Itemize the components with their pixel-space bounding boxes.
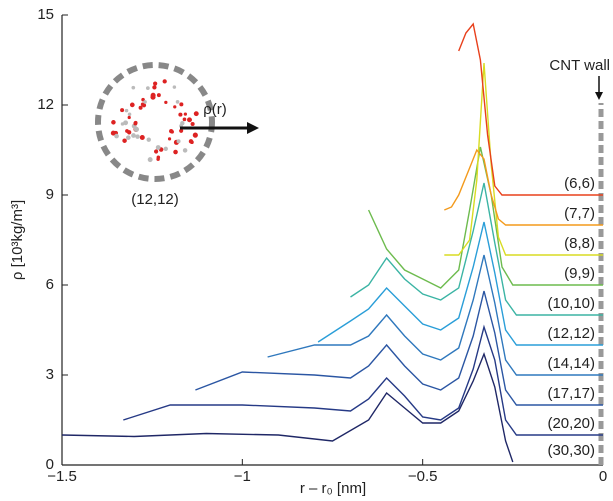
molecule <box>133 121 138 126</box>
molecule <box>138 105 143 110</box>
molecule <box>153 81 158 86</box>
molecule <box>127 130 132 135</box>
inset-label: ρ(r) <box>203 101 227 118</box>
molecule <box>190 121 195 127</box>
x-tick-label: −0.5 <box>408 468 438 485</box>
x-tick-label: 0 <box>599 468 607 485</box>
molecule <box>190 140 194 145</box>
series-line <box>317 221 603 346</box>
molecule <box>126 135 131 140</box>
molecule <box>182 117 187 122</box>
molecule <box>123 120 129 126</box>
molecule <box>140 102 145 107</box>
y-tick-label: 3 <box>46 366 54 383</box>
wall-label: CNT wall <box>549 57 610 74</box>
series-label: (9,9) <box>564 265 595 282</box>
series-label: (6,6) <box>564 175 595 192</box>
molecule <box>162 79 167 84</box>
series-label: (8,8) <box>564 235 595 252</box>
series-line <box>367 146 603 289</box>
molecule <box>146 137 151 142</box>
molecule <box>131 133 136 138</box>
series-label: (14,14) <box>547 355 595 372</box>
molecule <box>180 121 185 126</box>
y-tick-label: 9 <box>46 186 54 203</box>
molecule <box>156 93 161 98</box>
molecule <box>127 115 131 120</box>
inset-caption: (12,12) <box>131 191 179 208</box>
series-line <box>458 22 603 196</box>
molecule <box>133 126 140 132</box>
molecule <box>173 105 177 109</box>
y-axis-label: ρ [10³kg/m³] <box>9 200 26 280</box>
molecule <box>172 85 177 89</box>
molecule <box>192 132 198 138</box>
inset-molecules <box>110 79 199 163</box>
series-label: (7,7) <box>564 205 595 222</box>
molecule <box>120 108 125 113</box>
x-tick-label: −1.5 <box>47 468 77 485</box>
molecule <box>111 120 116 125</box>
series-line <box>61 351 514 463</box>
molecule <box>143 100 147 104</box>
molecule <box>122 138 127 143</box>
molecule <box>129 102 135 108</box>
molecule <box>167 137 172 141</box>
molecule <box>156 157 160 161</box>
wall-arrowhead <box>595 92 603 100</box>
molecule <box>131 85 136 90</box>
molecule <box>170 130 174 134</box>
series-line <box>350 182 603 316</box>
series-line <box>444 148 603 226</box>
molecule <box>173 149 178 155</box>
molecule <box>154 149 159 154</box>
x-tick-label: −1 <box>234 468 251 485</box>
molecule <box>124 108 129 113</box>
molecule <box>182 148 188 153</box>
molecule <box>175 100 180 104</box>
inset-arrowhead <box>247 122 259 134</box>
molecule <box>147 157 153 163</box>
molecule <box>114 133 119 139</box>
inset-tube <box>95 62 215 182</box>
molecule <box>139 134 145 140</box>
molecule <box>150 92 156 98</box>
series-line <box>195 290 603 406</box>
molecule <box>145 86 150 90</box>
series-label: (20,20) <box>547 415 595 432</box>
x-axis-label: r – r₀ [nm] <box>300 480 366 496</box>
y-tick-label: 15 <box>37 6 54 23</box>
series-line <box>123 324 603 436</box>
molecule <box>193 111 199 117</box>
series-label: (10,10) <box>547 295 595 312</box>
y-tick-label: 0 <box>46 456 54 473</box>
y-tick-label: 6 <box>46 276 54 293</box>
molecule <box>135 134 140 139</box>
series-line <box>267 254 603 376</box>
molecule <box>127 112 132 117</box>
series-label: (17,17) <box>547 385 595 402</box>
series-label: (30,30) <box>547 442 595 459</box>
molecule <box>183 112 187 116</box>
series-label: (12,12) <box>547 325 595 342</box>
molecule <box>164 100 168 105</box>
molecule <box>110 130 116 136</box>
molecule <box>155 145 161 150</box>
y-tick-label: 12 <box>37 96 54 113</box>
molecule <box>152 85 157 90</box>
molecule <box>179 128 184 133</box>
series-line <box>444 62 603 256</box>
molecule <box>178 112 183 117</box>
molecule <box>176 139 181 144</box>
molecule <box>179 102 184 107</box>
molecule <box>163 146 168 151</box>
molecule <box>188 118 192 122</box>
